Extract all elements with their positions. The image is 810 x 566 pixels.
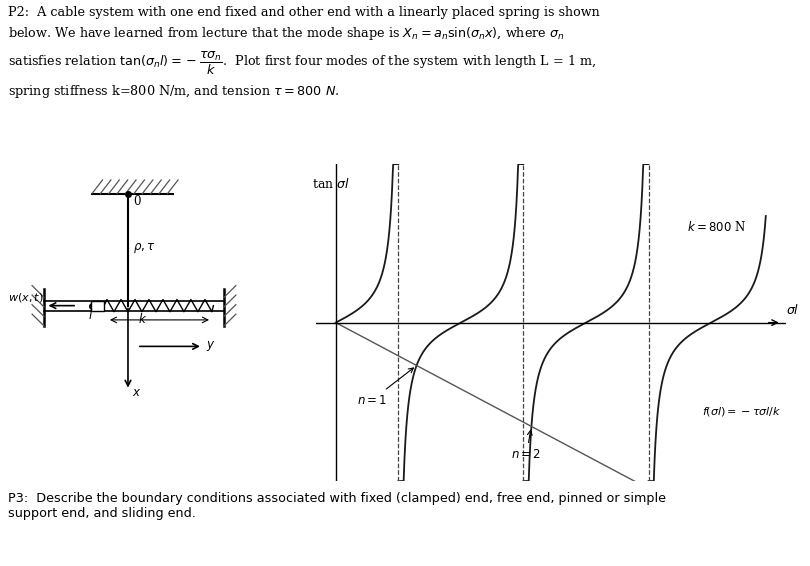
Text: $k$: $k$ xyxy=(139,312,147,325)
Text: $x$: $x$ xyxy=(133,385,142,398)
Text: $w(x,t)$: $w(x,t)$ xyxy=(8,291,44,304)
Text: 0: 0 xyxy=(134,195,141,208)
Text: $\sigma l$: $\sigma l$ xyxy=(786,303,799,318)
Text: $l$: $l$ xyxy=(87,308,92,322)
Text: $n = 1$: $n = 1$ xyxy=(357,368,413,406)
Text: $\rho,\tau$: $\rho,\tau$ xyxy=(134,241,156,255)
Text: tan $\sigma l$: tan $\sigma l$ xyxy=(312,177,350,191)
Text: $y$: $y$ xyxy=(206,339,215,353)
Text: P2:  A cable system with one end fixed and other end with a linearly placed spri: P2: A cable system with one end fixed an… xyxy=(8,6,600,100)
Text: $n = 2$: $n = 2$ xyxy=(511,430,542,461)
Text: $k = 800$ N: $k = 800$ N xyxy=(687,220,746,234)
Bar xyxy=(91,301,104,311)
Text: P3:  Describe the boundary conditions associated with fixed (clamped) end, free : P3: Describe the boundary conditions ass… xyxy=(8,492,666,520)
Text: $f(\sigma l) = -\tau\sigma l/k$: $f(\sigma l) = -\tau\sigma l/k$ xyxy=(702,405,782,418)
